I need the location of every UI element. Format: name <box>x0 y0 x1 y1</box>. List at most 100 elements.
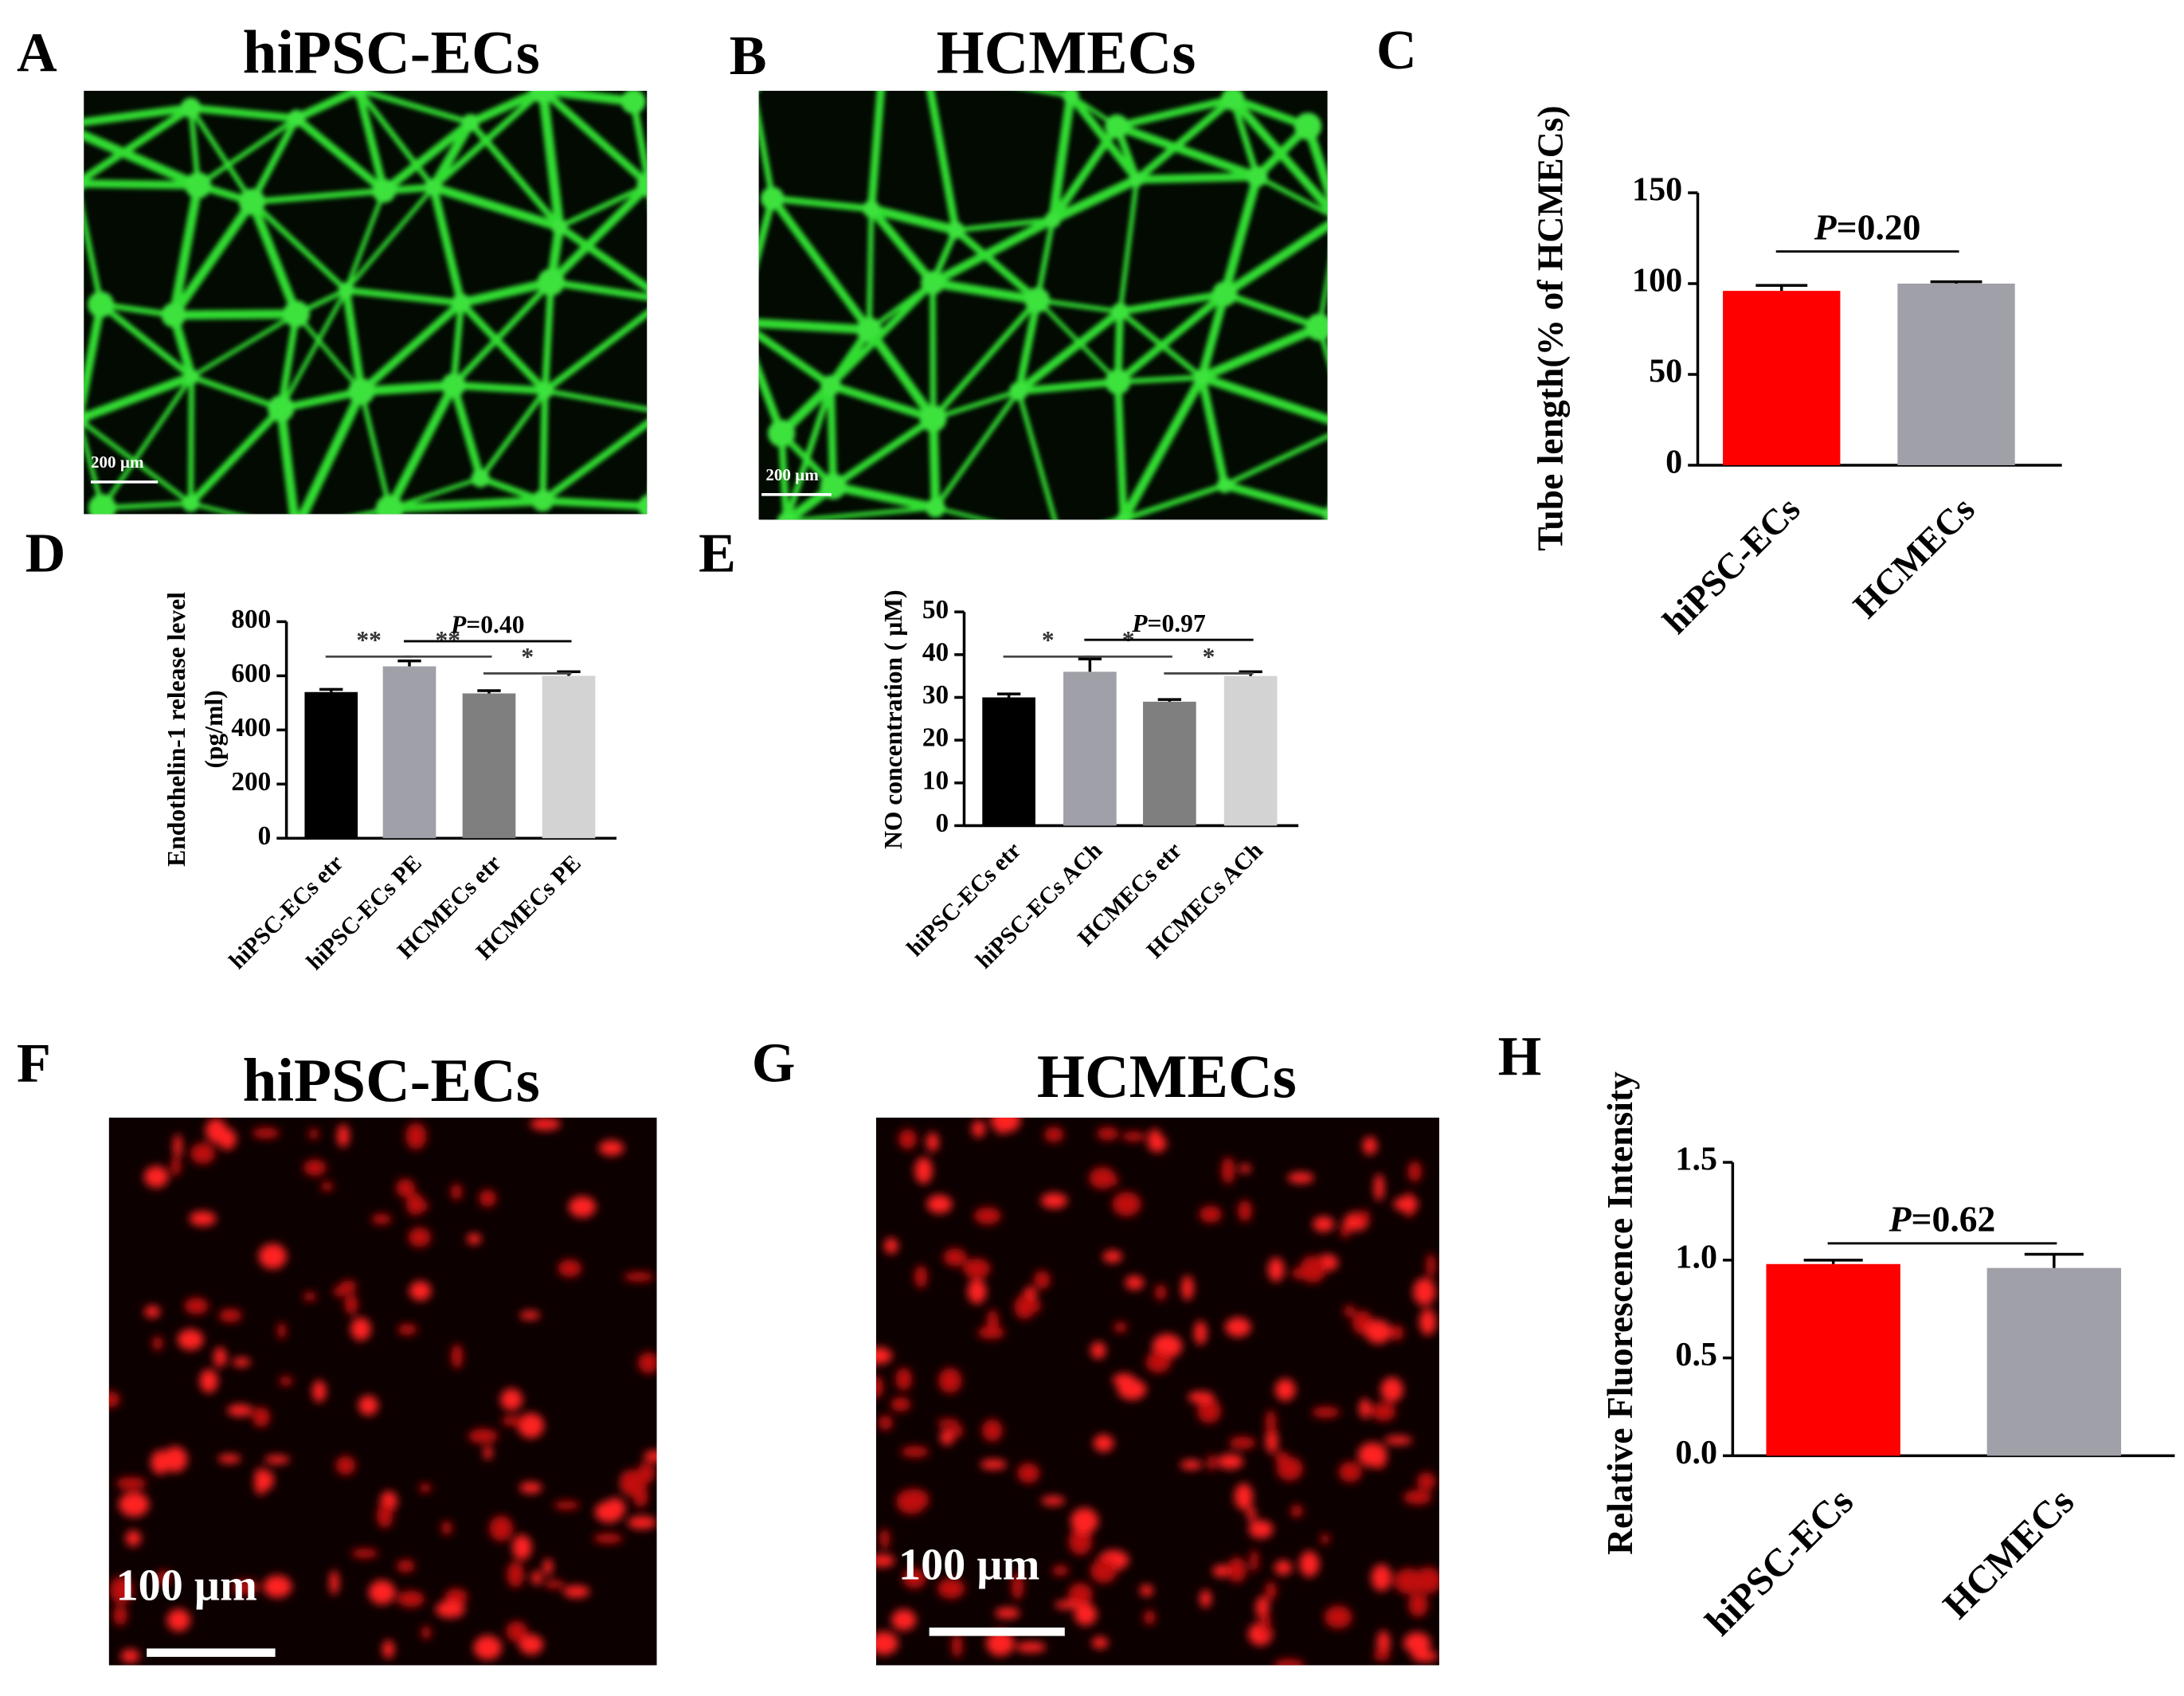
cell <box>890 1397 911 1412</box>
cell <box>1112 1192 1141 1216</box>
cell <box>177 1329 204 1350</box>
node <box>655 404 671 421</box>
cell <box>1225 1317 1251 1338</box>
vessel <box>1229 96 1261 180</box>
vessel <box>429 117 476 193</box>
cell <box>321 1181 334 1192</box>
significance-label: P=0.40 <box>450 611 525 639</box>
vessel <box>169 197 257 320</box>
cell <box>351 1549 378 1558</box>
node <box>531 489 554 512</box>
vessel <box>827 381 837 491</box>
cell <box>152 1336 163 1351</box>
cell <box>1140 1584 1153 1596</box>
vessel <box>354 90 389 195</box>
node <box>180 97 202 119</box>
x-tick-label: hiPSC-ECs <box>1655 488 1808 641</box>
cell <box>467 1233 482 1245</box>
vessel <box>933 388 1021 511</box>
vessel <box>1327 513 1328 516</box>
cell <box>371 1213 392 1224</box>
cell <box>1102 1250 1122 1263</box>
vessel <box>379 118 476 195</box>
vessel <box>777 429 790 520</box>
cell <box>1197 1398 1221 1424</box>
cell <box>444 1588 468 1605</box>
node <box>636 172 648 198</box>
node <box>758 90 760 92</box>
cell <box>1407 1161 1422 1182</box>
cell <box>421 1626 432 1639</box>
x-tick-label: HCMECs <box>1935 1479 2083 1627</box>
vessel <box>249 198 350 293</box>
cell <box>227 1404 253 1417</box>
cell <box>1090 1342 1106 1359</box>
cell <box>598 1140 624 1156</box>
y-tick-label: 20 <box>922 723 949 753</box>
cell <box>1265 1581 1277 1600</box>
cell <box>166 1608 191 1631</box>
vessel <box>276 387 366 413</box>
cell <box>943 1248 967 1267</box>
cell <box>1274 1560 1293 1576</box>
cell <box>1408 1592 1428 1617</box>
cell <box>1247 1506 1256 1522</box>
cell <box>1012 1572 1024 1600</box>
p-value: =0.62 <box>1912 1199 1996 1240</box>
cell <box>1376 1630 1391 1655</box>
cell <box>1121 1131 1146 1142</box>
panel-label: C <box>1376 19 1417 81</box>
vessel <box>663 300 665 412</box>
node <box>656 291 675 309</box>
cell <box>435 1600 465 1619</box>
bar <box>1063 672 1117 826</box>
vessel <box>1303 121 1328 202</box>
cell <box>623 1272 655 1282</box>
vessel <box>457 299 549 395</box>
vessel <box>97 301 195 380</box>
scale-bar-label: 200 µm <box>91 452 144 472</box>
cell <box>190 1142 216 1165</box>
vessel <box>188 105 255 205</box>
cell <box>553 1501 580 1510</box>
cell <box>483 1445 492 1460</box>
cell <box>519 1310 541 1320</box>
cell <box>358 1395 378 1416</box>
vessel <box>195 116 299 188</box>
vessel <box>450 300 465 389</box>
cell <box>170 1157 181 1176</box>
micrograph <box>84 90 648 515</box>
bar <box>382 666 436 839</box>
cell <box>1070 1507 1098 1534</box>
vessel <box>1197 373 1229 490</box>
vessel <box>952 226 1042 304</box>
p-symbol: P <box>1888 1199 1912 1240</box>
micrograph-cells <box>108 1118 657 1663</box>
cell <box>972 1120 985 1138</box>
cell <box>1299 1255 1326 1283</box>
cell <box>986 1630 1015 1656</box>
vessel <box>100 374 194 511</box>
vessel <box>1113 95 1237 131</box>
cell <box>875 1553 895 1568</box>
node <box>1105 369 1131 395</box>
vessel <box>355 90 474 126</box>
cell <box>173 1134 182 1159</box>
cell <box>1040 1193 1068 1209</box>
node <box>537 268 565 296</box>
vessel <box>277 310 300 413</box>
cell <box>1188 1391 1215 1404</box>
vessel <box>930 389 1021 421</box>
node <box>185 172 212 199</box>
cell <box>119 1491 150 1518</box>
node <box>375 495 404 515</box>
cell <box>213 1346 227 1368</box>
vessel <box>1219 171 1262 299</box>
cell <box>1239 1164 1251 1173</box>
cell <box>1274 1659 1305 1666</box>
cell <box>260 1247 284 1267</box>
cell <box>1380 1377 1403 1403</box>
panel-title: HCMECs <box>1037 1042 1297 1110</box>
node <box>620 90 646 114</box>
vessel <box>1133 95 1237 184</box>
